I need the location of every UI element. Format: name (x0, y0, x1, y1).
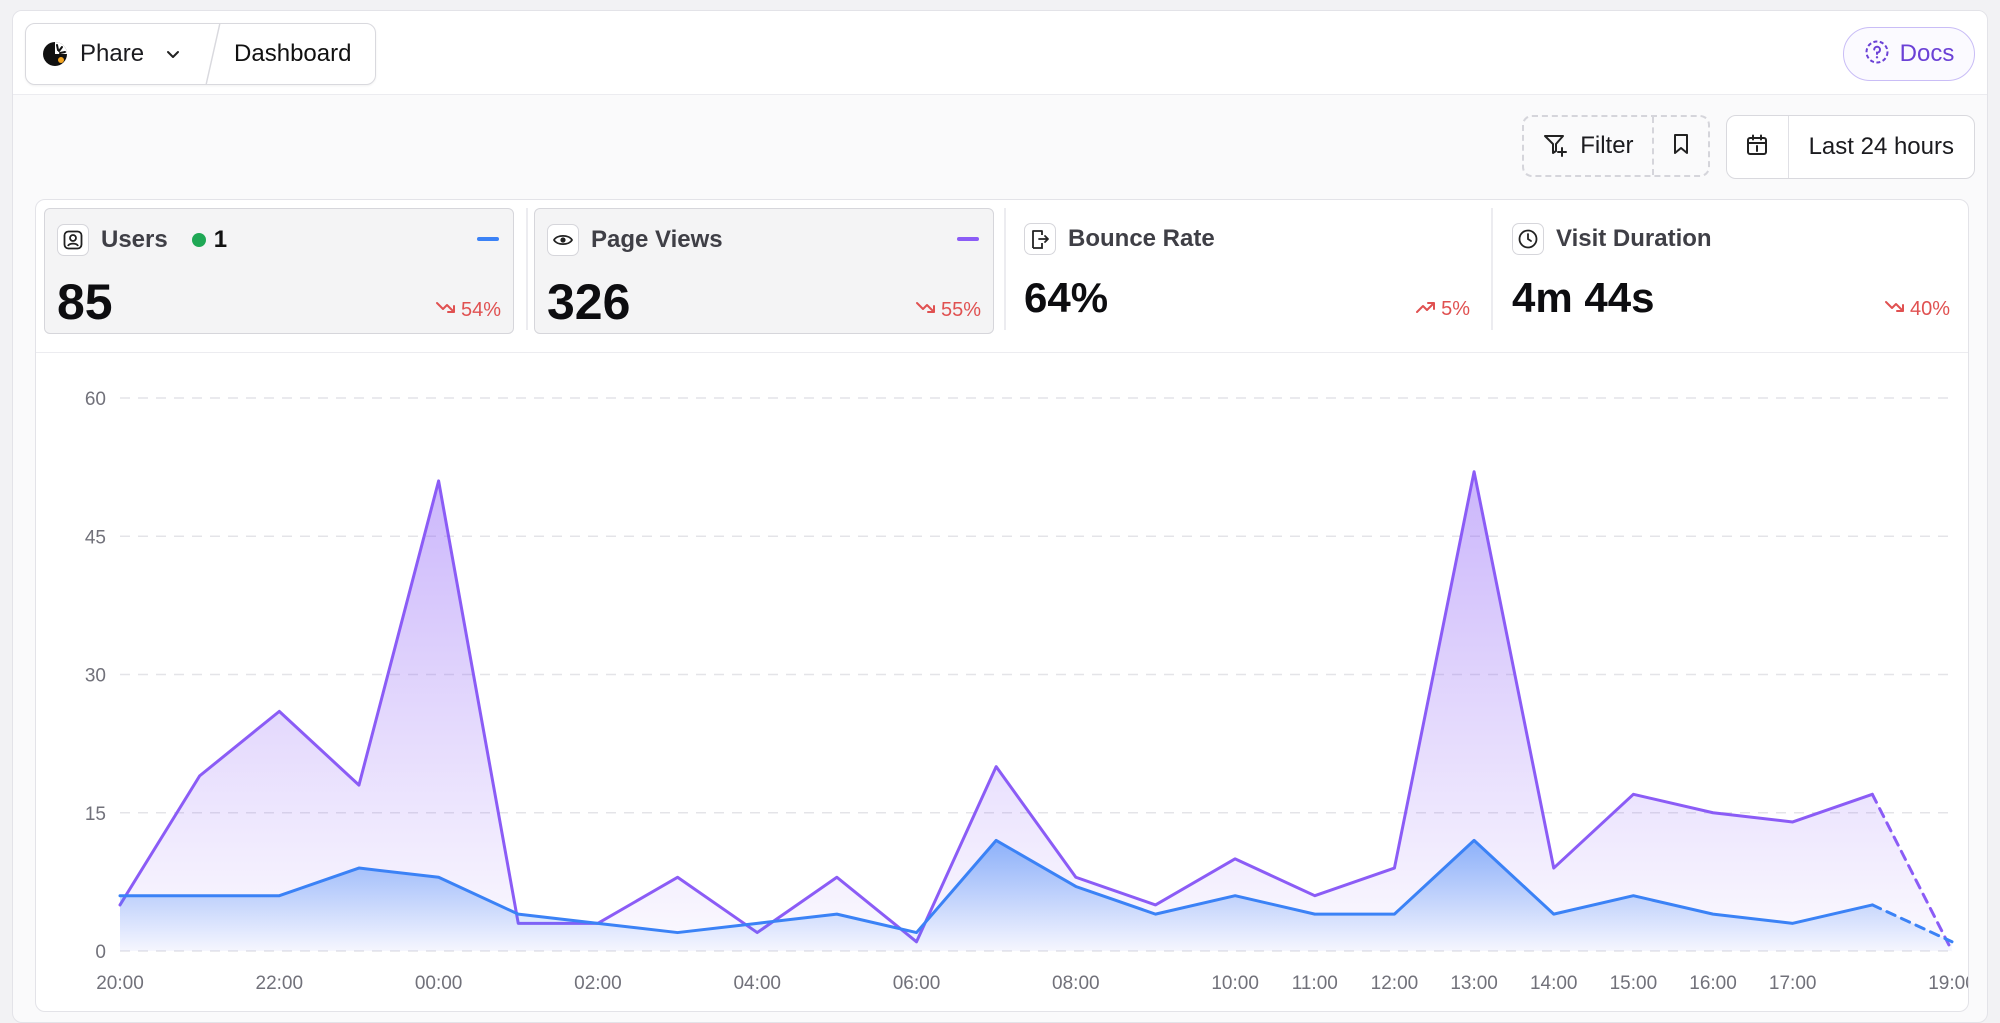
stat-change-value: 55% (940, 299, 981, 321)
top-bar: Phare Dashboard Docs (13, 11, 1987, 95)
stat-visit-duration[interactable]: Visit Duration 4m 44s 40% (1500, 208, 1962, 334)
toolbar: Filter Last 24 (1522, 115, 1975, 179)
eye-icon (547, 224, 579, 256)
filter-label: Filter (1580, 132, 1634, 159)
calendar-icon (1745, 133, 1769, 162)
x-tick-label: 15:00 (1610, 973, 1658, 994)
x-tick-label: 12:00 (1371, 973, 1419, 994)
help-circle-icon (1864, 39, 1890, 70)
y-tick-label: 30 (85, 666, 106, 687)
x-tick-label: 08:00 (1052, 973, 1100, 994)
series-line-users-partial (1870, 903, 1954, 944)
stat-label: Page Views (591, 226, 723, 253)
stat-change: 40% (1884, 298, 1950, 321)
y-tick-label: 60 (85, 389, 106, 410)
traffic-chart-svg: 0 15 30 45 60 20:00 22:00 00:00 02:00 04:00 06:00 0… (85, 389, 1969, 994)
y-tick-label: 45 (85, 527, 106, 548)
traffic-chart: 0 15 30 45 60 20:00 22:00 00:00 02:00 04:00 06:00 0… (36, 353, 1969, 1011)
series-area-users (120, 840, 1952, 951)
live-user-count: 1 (213, 226, 228, 253)
stat-page-views[interactable]: Page Views 326 55% (534, 208, 994, 334)
x-tick-label: 17:00 (1769, 973, 1817, 994)
stat-value: 85 (57, 274, 113, 330)
stat-label: Bounce Rate (1068, 225, 1215, 252)
y-tick-label: 0 (95, 942, 106, 963)
breadcrumb-separator (205, 24, 221, 84)
saved-filters-button[interactable] (1651, 117, 1708, 175)
x-tick-label: 19:00 (1928, 973, 1969, 994)
stat-change: 55% (915, 299, 981, 322)
stat-value: 4m 44s (1512, 274, 1655, 321)
app-frame: Phare Dashboard Docs (12, 10, 1988, 1023)
stat-users[interactable]: Users 1 85 54% (44, 208, 514, 334)
x-tick-label: 20:00 (96, 973, 144, 994)
stat-value: 64% (1024, 274, 1109, 321)
series-line-page_views-partial (1870, 792, 1954, 953)
x-tick-label: 13:00 (1450, 973, 1498, 994)
calendar-button[interactable] (1727, 116, 1789, 178)
date-range-picker: Last 24 hours (1725, 115, 1975, 179)
x-tick-label: 11:00 (1292, 973, 1338, 994)
project-name: Phare (80, 40, 145, 67)
breadcrumb-current-page[interactable]: Dashboard (234, 40, 352, 67)
x-tick-label: 06:00 (893, 973, 941, 994)
filter-button[interactable]: Filter (1524, 117, 1651, 175)
trend-up-icon (1415, 298, 1437, 321)
filter-plus-icon (1542, 131, 1568, 162)
x-tick-label: 10:00 (1211, 973, 1259, 994)
analytics-card: Users 1 85 54% (35, 199, 1969, 1012)
x-tick-label: 04:00 (733, 973, 781, 994)
x-tick-label: 00:00 (415, 973, 463, 994)
divider (526, 208, 528, 330)
series-legend-swatch (957, 237, 979, 241)
stats-row: Users 1 85 54% (36, 200, 1968, 353)
stat-change: 54% (435, 299, 501, 322)
live-indicator-icon (191, 233, 206, 247)
stat-change-value: 54% (460, 299, 501, 321)
live-users: 1 (191, 226, 228, 254)
series-legend-swatch (477, 237, 499, 241)
stat-bounce-rate[interactable]: Bounce Rate 64% 5% (1012, 208, 1482, 334)
divider (1491, 208, 1493, 330)
x-tick-label: 16:00 (1689, 973, 1737, 994)
stat-change: 5% (1415, 298, 1470, 321)
door-exit-icon (1024, 223, 1056, 255)
x-tick-label: 02:00 (574, 973, 622, 994)
stat-label: Users (101, 226, 168, 253)
filter-group: Filter (1522, 115, 1710, 177)
divider (1004, 208, 1006, 330)
phare-logo-icon (42, 41, 68, 67)
docs-button[interactable]: Docs (1843, 27, 1975, 81)
clock-icon (1512, 223, 1544, 255)
trend-down-icon (915, 299, 937, 322)
project-switcher[interactable]: Phare (26, 24, 202, 84)
stat-label: Visit Duration (1556, 225, 1712, 252)
breadcrumb: Phare Dashboard (25, 23, 377, 85)
chevron-down-icon (162, 43, 184, 65)
stat-change-value: 40% (1909, 298, 1950, 320)
stat-change-value: 5% (1441, 298, 1470, 320)
y-tick-label: 15 (85, 804, 106, 825)
x-tick-label: 22:00 (256, 973, 304, 994)
x-tick-label: 14:00 (1530, 973, 1578, 994)
bookmark-icon (1670, 132, 1692, 161)
trend-down-icon (435, 299, 457, 322)
series-area-page_views (120, 471, 1952, 951)
trend-down-icon (1884, 298, 1906, 321)
stat-value: 326 (547, 274, 631, 330)
date-range-button[interactable]: Last 24 hours (1808, 133, 1954, 160)
user-square-icon (57, 224, 89, 256)
docs-label: Docs (1899, 40, 1955, 67)
